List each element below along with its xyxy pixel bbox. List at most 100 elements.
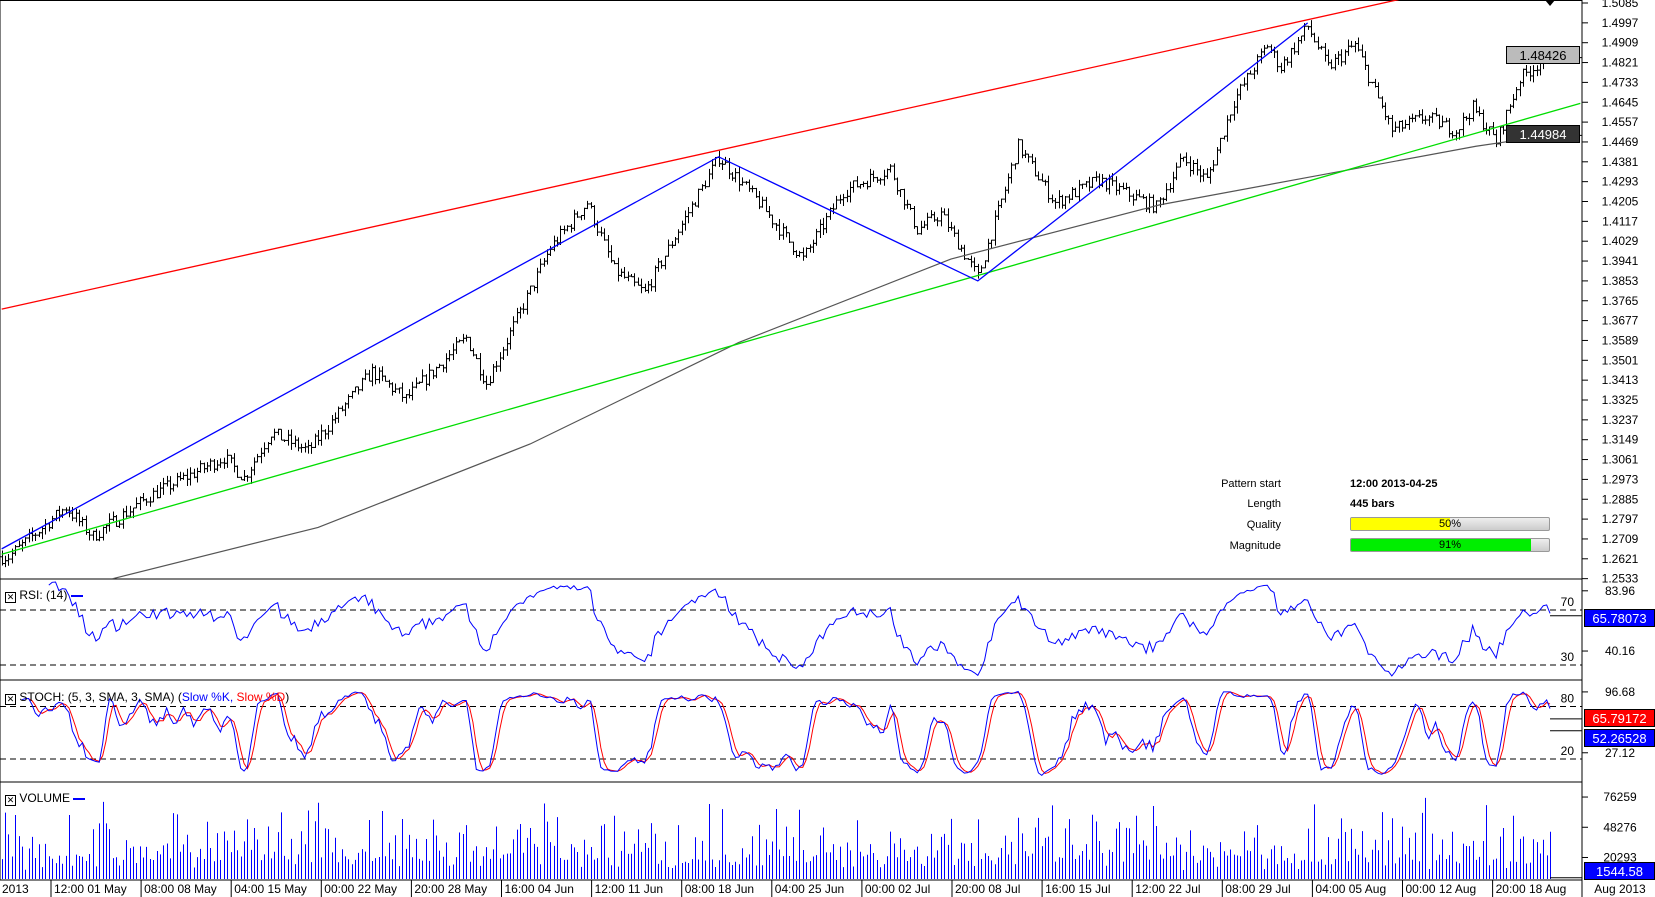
ohlc-bar [208, 458, 213, 472]
ohlc-bar [1259, 48, 1264, 64]
ohlc-bar [656, 257, 661, 272]
ohlc-bar [128, 505, 133, 517]
ohlc-bar [420, 369, 425, 383]
close-panel-icon[interactable]: ✕ [5, 694, 16, 705]
price-tick-label: 1.3501 [1602, 353, 1639, 367]
ohlc-bar [1390, 115, 1395, 138]
time-tick-label: 04:00 05 Aug [1315, 882, 1386, 896]
ohlc-bar [235, 465, 240, 478]
ohlc-bar [680, 220, 685, 236]
ohlc-bar [1094, 171, 1099, 182]
ohlc-bar [1050, 194, 1055, 204]
volume-legend-swatch [73, 797, 86, 800]
ohlc-bar [878, 177, 883, 185]
ohlc-bar [585, 200, 590, 210]
ohlc-bar [572, 209, 577, 231]
ohlc-bar [673, 236, 678, 246]
ohlc-bar [1289, 47, 1294, 68]
close-panel-icon[interactable]: ✕ [5, 592, 16, 603]
ohlc-bar [1141, 194, 1146, 199]
ohlc-bar [91, 530, 96, 541]
ohlc-bar [582, 207, 587, 220]
price-tick-label: 1.2709 [1602, 532, 1639, 546]
ohlc-bar [141, 493, 146, 502]
ohlc-bar [1477, 106, 1482, 117]
length-label: Length [1247, 498, 1281, 510]
close-panel-icon[interactable]: ✕ [5, 795, 16, 806]
ohlc-bar [892, 163, 897, 181]
ohlc-bar [1407, 115, 1412, 130]
ohlc-bar [797, 250, 802, 258]
ohlc-bar [218, 458, 223, 468]
ohlc-bar [474, 354, 479, 360]
ohlc-bar [1006, 173, 1011, 194]
pattern-zigzag-line [1, 22, 1309, 550]
price-tick-label: 1.3061 [1602, 453, 1639, 467]
ohlc-bar [484, 375, 489, 390]
ohlc-bar [326, 424, 331, 440]
ohlc-bar [1009, 162, 1014, 184]
ohlc-bar [175, 472, 180, 488]
ohlc-bar [996, 200, 1001, 220]
ohlc-bar [777, 219, 782, 241]
ohlc-bar [1026, 153, 1031, 163]
ohlc-bar [986, 238, 991, 263]
stoch-tick-label: 96.68 [1605, 685, 1635, 699]
ohlc-bar [952, 225, 957, 237]
ohlc-bar [356, 386, 361, 395]
ohlc-bar [1440, 115, 1445, 128]
ohlc-bar [1016, 138, 1021, 165]
ohlc-bar [272, 428, 277, 441]
ohlc-bar [181, 472, 186, 480]
ohlc-bar [1494, 129, 1499, 148]
ohlc-bar [1535, 65, 1540, 77]
price-tick-label: 1.4469 [1602, 135, 1639, 149]
price-tick-label: 1.4645 [1602, 95, 1639, 109]
ohlc-bar [1336, 51, 1341, 65]
time-tick-label: 08:00 08 May [144, 882, 217, 896]
time-tick-label: 2013 [2, 882, 29, 896]
ohlc-bar [733, 168, 738, 183]
ohlc-bar [821, 217, 826, 235]
ohlc-bar [804, 247, 809, 258]
ohlc-bar [774, 223, 779, 231]
ohlc-bar [1514, 86, 1519, 101]
ohlc-bar [393, 383, 398, 394]
ohlc-bar [1174, 162, 1179, 181]
ohlc-bar [1447, 118, 1452, 138]
ohlc-bar [444, 353, 449, 373]
ohlc-bar [851, 180, 856, 193]
ohlc-bar [346, 394, 351, 409]
stoch-level-label: 20 [1561, 744, 1575, 758]
ohlc-bar [212, 458, 217, 473]
ohlc-bar [1403, 119, 1408, 129]
ohlc-bar [232, 453, 237, 473]
ohlc-bar [87, 529, 92, 541]
quality-bar: 50% [1350, 517, 1550, 531]
ohlc-bar [646, 280, 651, 294]
rsi-line [48, 581, 1551, 677]
ohlc-bar [377, 367, 382, 384]
ohlc-bar [225, 449, 230, 468]
ohlc-bar [316, 430, 321, 446]
ohlc-bar [57, 505, 62, 522]
ohlc-bar [956, 229, 961, 250]
ohlc-bar [1360, 44, 1365, 58]
ohlc-bar [383, 375, 388, 382]
ohlc-bar [1036, 171, 1041, 181]
ohlc-bar [949, 221, 954, 231]
ohlc-bar [811, 239, 816, 254]
ohlc-bar [619, 268, 624, 278]
ohlc-bar [101, 526, 106, 541]
ohlc-bar [730, 172, 735, 181]
ohlc-bar [1114, 176, 1119, 196]
ohlc-bar [1127, 186, 1132, 202]
ohlc-bar [1151, 194, 1156, 214]
ohlc-bar [1255, 54, 1260, 75]
ohlc-bar [124, 505, 129, 518]
ohlc-bar [299, 443, 304, 453]
ohlc-bar [609, 245, 614, 263]
ohlc-bar [188, 467, 193, 486]
ohlc-bar [589, 202, 594, 209]
